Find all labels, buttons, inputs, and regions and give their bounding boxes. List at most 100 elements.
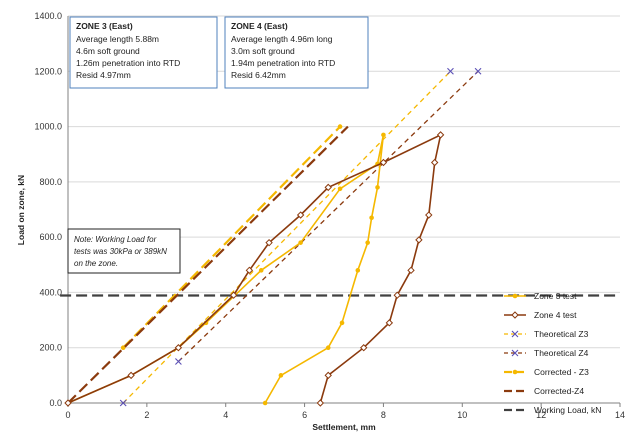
working-load-note-box: Note: Working Load for tests was 30kPa o… — [67, 228, 181, 274]
data-point — [337, 124, 343, 129]
data-point — [265, 238, 273, 247]
legend-marker — [512, 293, 518, 299]
y-axis-label: Load on zone, kN — [16, 175, 26, 245]
x-tick-label: 0 — [65, 410, 70, 420]
series-2 — [119, 67, 454, 407]
data-point — [474, 67, 482, 75]
zone3-box-line: Average length 5.88m — [76, 34, 159, 44]
data-point — [174, 344, 183, 352]
note-line: Note: Working Load for — [74, 235, 157, 244]
data-point — [258, 268, 264, 273]
data-point — [379, 158, 388, 167]
zone4-box-title: ZONE 4 (East) — [231, 21, 288, 31]
legend-entry: Corrected-Z4 — [504, 386, 584, 396]
data-point — [324, 371, 332, 380]
series-layer — [60, 67, 620, 407]
zone4-info-box: ZONE 4 (East) Average length 4.96m long … — [224, 16, 369, 89]
data-point — [316, 399, 325, 407]
data-point — [278, 373, 284, 378]
data-point — [355, 268, 361, 273]
legend-entry: Theoretical Z3 — [504, 329, 589, 339]
legend-entry: Zone 3 test — [504, 291, 577, 301]
data-point — [375, 185, 380, 190]
data-point — [393, 291, 401, 299]
zone4-box-line: 1.94m penetration into RTD — [231, 58, 335, 68]
series-line — [122, 125, 341, 349]
legend-marker — [511, 311, 519, 319]
legend-entry: Zone 4 test — [504, 310, 577, 320]
series-5 — [67, 125, 349, 404]
y-tick-label: 400.0 — [39, 287, 62, 297]
data-point — [324, 183, 332, 192]
y-tick-labels: 0.0 200.0 400.0 600.0 800.0 1000.0 1200.0 1400.… — [34, 11, 62, 408]
axes — [67, 16, 620, 404]
data-point — [381, 132, 386, 138]
data-point — [262, 400, 268, 406]
data-point — [385, 319, 394, 327]
x-tick-labels: 0 2 4 6 8 10 12 14 — [65, 403, 625, 420]
data-point — [229, 291, 238, 299]
zone4-box-line: Average length 4.96m long — [231, 34, 333, 44]
note-line: on the zone. — [74, 259, 118, 268]
data-point — [360, 344, 368, 352]
x-axis-label: Settlement, mm — [312, 422, 376, 432]
y-tick-label: 1200.0 — [34, 66, 62, 76]
legend: Zone 3 test Zone 4 test Theoretical Z3 Theo… — [504, 291, 601, 415]
series-line — [122, 70, 451, 404]
y-tick-label: 0.0 — [49, 398, 62, 408]
zone4-box-line: 3.0m soft ground — [231, 46, 295, 56]
legend-marker — [511, 330, 519, 338]
y-tick-label: 1000.0 — [34, 122, 62, 132]
data-point — [337, 186, 343, 192]
data-point — [64, 399, 72, 407]
data-point — [175, 358, 182, 365]
y-tick-label: 1400.0 — [34, 11, 62, 21]
y-tick-label: 200.0 — [39, 343, 62, 353]
data-point — [365, 240, 370, 245]
legend-entry: Corrected - Z3 — [504, 367, 589, 377]
data-point — [339, 320, 345, 326]
x-tick-label: 6 — [302, 410, 307, 420]
zone3-info-box: ZONE 3 (East) Average length 5.88m 4.6m … — [69, 16, 218, 89]
x-tick-label: 4 — [223, 410, 228, 420]
legend-label: Zone 3 test — [534, 291, 577, 301]
zone3-box-line: 4.6m soft ground — [76, 46, 140, 56]
note-line: tests was 30kPa or 389kN — [74, 247, 167, 256]
zone4-box-line: Resid 6.42mm — [231, 70, 286, 80]
data-point — [430, 158, 439, 167]
data-point — [415, 236, 423, 244]
legend-label: Corrected-Z4 — [534, 386, 584, 396]
legend-label: Corrected - Z3 — [534, 367, 589, 377]
legend-marker — [511, 349, 519, 357]
series-line — [177, 70, 479, 362]
data-point — [119, 399, 127, 407]
x-tick-label: 12 — [536, 410, 546, 420]
x-tick-label: 8 — [381, 410, 386, 420]
data-point — [120, 345, 126, 351]
data-point — [369, 215, 374, 221]
series-1 — [64, 131, 445, 407]
zone3-box-line: Resid 4.97mm — [76, 70, 131, 80]
zone3-box-line: 1.26m penetration into RTD — [76, 58, 180, 68]
data-point — [296, 211, 305, 219]
y-tick-label: 800.0 — [39, 177, 62, 187]
legend-label: Theoretical Z3 — [534, 329, 589, 339]
data-point — [245, 266, 254, 275]
data-point — [447, 67, 454, 75]
data-point — [407, 266, 415, 275]
legend-label: Zone 4 test — [534, 310, 577, 320]
x-tick-label: 2 — [144, 410, 149, 420]
series-3 — [175, 67, 482, 365]
legend-label: Theoretical Z4 — [534, 348, 589, 358]
legend-entry: Working Load, kN — [504, 405, 601, 415]
y-tick-label: 600.0 — [39, 232, 62, 242]
x-tick-label: 14 — [615, 410, 625, 420]
data-point — [436, 131, 445, 139]
x-tick-label: 10 — [457, 410, 467, 420]
legend-label: Working Load, kN — [534, 405, 601, 415]
zone3-box-title: ZONE 3 (East) — [76, 21, 133, 31]
data-point — [127, 371, 135, 380]
legend-entry: Theoretical Z4 — [504, 348, 589, 358]
data-point — [425, 211, 433, 219]
